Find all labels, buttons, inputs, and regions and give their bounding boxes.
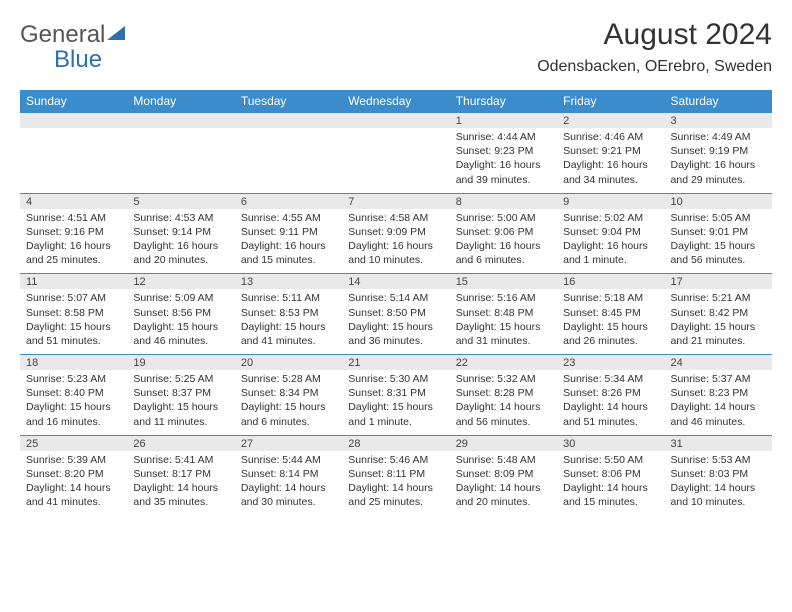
info-row: Sunrise: 5:39 AMSunset: 8:20 PMDaylight:…	[20, 451, 772, 516]
date-cell	[342, 113, 449, 128]
date-cell: 25	[20, 435, 127, 451]
date-cell: 1	[450, 113, 557, 128]
info-cell: Sunrise: 4:49 AMSunset: 9:19 PMDaylight:…	[665, 128, 772, 193]
date-cell: 15	[450, 274, 557, 290]
date-cell: 20	[235, 355, 342, 371]
date-cell: 19	[127, 355, 234, 371]
date-cell: 5	[127, 193, 234, 209]
info-cell	[235, 128, 342, 193]
brand-logo: GeneralBlue	[20, 18, 125, 72]
info-cell: Sunrise: 5:32 AMSunset: 8:28 PMDaylight:…	[450, 370, 557, 435]
brand-part1: General	[20, 21, 105, 48]
info-cell: Sunrise: 5:25 AMSunset: 8:37 PMDaylight:…	[127, 370, 234, 435]
calendar-table: Sunday Monday Tuesday Wednesday Thursday…	[20, 90, 772, 515]
date-cell: 26	[127, 435, 234, 451]
date-cell: 21	[342, 355, 449, 371]
info-cell: Sunrise: 4:46 AMSunset: 9:21 PMDaylight:…	[557, 128, 664, 193]
date-cell	[20, 113, 127, 128]
info-cell: Sunrise: 5:34 AMSunset: 8:26 PMDaylight:…	[557, 370, 664, 435]
info-cell: Sunrise: 5:48 AMSunset: 8:09 PMDaylight:…	[450, 451, 557, 516]
info-cell: Sunrise: 5:39 AMSunset: 8:20 PMDaylight:…	[20, 451, 127, 516]
date-cell	[127, 113, 234, 128]
info-cell: Sunrise: 5:18 AMSunset: 8:45 PMDaylight:…	[557, 289, 664, 354]
info-cell: Sunrise: 5:02 AMSunset: 9:04 PMDaylight:…	[557, 209, 664, 274]
info-cell: Sunrise: 5:53 AMSunset: 8:03 PMDaylight:…	[665, 451, 772, 516]
info-cell: Sunrise: 5:46 AMSunset: 8:11 PMDaylight:…	[342, 451, 449, 516]
date-row: 123	[20, 113, 772, 128]
info-row: Sunrise: 5:23 AMSunset: 8:40 PMDaylight:…	[20, 370, 772, 435]
info-cell: Sunrise: 4:55 AMSunset: 9:11 PMDaylight:…	[235, 209, 342, 274]
date-cell: 12	[127, 274, 234, 290]
date-cell: 3	[665, 113, 772, 128]
date-cell: 11	[20, 274, 127, 290]
triangle-icon	[107, 26, 125, 40]
date-cell: 7	[342, 193, 449, 209]
header: GeneralBlue August 2024 Odensbacken, OEr…	[20, 18, 772, 76]
day-header: Wednesday	[342, 90, 449, 113]
day-header: Tuesday	[235, 90, 342, 113]
date-cell: 31	[665, 435, 772, 451]
date-cell: 24	[665, 355, 772, 371]
info-cell: Sunrise: 5:05 AMSunset: 9:01 PMDaylight:…	[665, 209, 772, 274]
date-cell: 13	[235, 274, 342, 290]
info-cell: Sunrise: 5:44 AMSunset: 8:14 PMDaylight:…	[235, 451, 342, 516]
day-header: Saturday	[665, 90, 772, 113]
month-year: August 2024	[537, 18, 772, 52]
date-cell	[235, 113, 342, 128]
info-cell: Sunrise: 5:11 AMSunset: 8:53 PMDaylight:…	[235, 289, 342, 354]
info-row: Sunrise: 5:07 AMSunset: 8:58 PMDaylight:…	[20, 289, 772, 354]
info-cell: Sunrise: 4:51 AMSunset: 9:16 PMDaylight:…	[20, 209, 127, 274]
title-block: August 2024 Odensbacken, OErebro, Sweden	[537, 18, 772, 76]
info-row: Sunrise: 4:44 AMSunset: 9:23 PMDaylight:…	[20, 128, 772, 193]
info-cell: Sunrise: 4:44 AMSunset: 9:23 PMDaylight:…	[450, 128, 557, 193]
info-cell	[127, 128, 234, 193]
info-cell: Sunrise: 5:14 AMSunset: 8:50 PMDaylight:…	[342, 289, 449, 354]
date-row: 11121314151617	[20, 274, 772, 290]
info-cell: Sunrise: 5:23 AMSunset: 8:40 PMDaylight:…	[20, 370, 127, 435]
info-cell: Sunrise: 5:28 AMSunset: 8:34 PMDaylight:…	[235, 370, 342, 435]
date-cell: 18	[20, 355, 127, 371]
info-cell: Sunrise: 5:41 AMSunset: 8:17 PMDaylight:…	[127, 451, 234, 516]
date-cell: 4	[20, 193, 127, 209]
date-cell: 17	[665, 274, 772, 290]
date-row: 25262728293031	[20, 435, 772, 451]
info-cell: Sunrise: 5:09 AMSunset: 8:56 PMDaylight:…	[127, 289, 234, 354]
info-cell: Sunrise: 5:16 AMSunset: 8:48 PMDaylight:…	[450, 289, 557, 354]
day-header: Sunday	[20, 90, 127, 113]
date-cell: 2	[557, 113, 664, 128]
brand-part2: Blue	[20, 46, 102, 73]
date-cell: 29	[450, 435, 557, 451]
day-header-row: Sunday Monday Tuesday Wednesday Thursday…	[20, 90, 772, 113]
date-cell: 10	[665, 193, 772, 209]
info-cell	[20, 128, 127, 193]
date-cell: 6	[235, 193, 342, 209]
info-cell: Sunrise: 5:30 AMSunset: 8:31 PMDaylight:…	[342, 370, 449, 435]
date-row: 45678910	[20, 193, 772, 209]
date-cell: 30	[557, 435, 664, 451]
date-cell: 16	[557, 274, 664, 290]
date-row: 18192021222324	[20, 355, 772, 371]
day-header: Thursday	[450, 90, 557, 113]
date-cell: 27	[235, 435, 342, 451]
info-cell: Sunrise: 5:21 AMSunset: 8:42 PMDaylight:…	[665, 289, 772, 354]
date-cell: 9	[557, 193, 664, 209]
day-header: Friday	[557, 90, 664, 113]
day-header: Monday	[127, 90, 234, 113]
info-cell	[342, 128, 449, 193]
date-cell: 28	[342, 435, 449, 451]
date-cell: 14	[342, 274, 449, 290]
date-cell: 8	[450, 193, 557, 209]
info-cell: Sunrise: 5:50 AMSunset: 8:06 PMDaylight:…	[557, 451, 664, 516]
calendar-page: GeneralBlue August 2024 Odensbacken, OEr…	[0, 0, 792, 525]
info-cell: Sunrise: 5:07 AMSunset: 8:58 PMDaylight:…	[20, 289, 127, 354]
date-cell: 23	[557, 355, 664, 371]
calendar-body: 123Sunrise: 4:44 AMSunset: 9:23 PMDaylig…	[20, 113, 772, 515]
info-cell: Sunrise: 4:53 AMSunset: 9:14 PMDaylight:…	[127, 209, 234, 274]
info-cell: Sunrise: 5:37 AMSunset: 8:23 PMDaylight:…	[665, 370, 772, 435]
location: Odensbacken, OErebro, Sweden	[537, 58, 772, 76]
info-cell: Sunrise: 5:00 AMSunset: 9:06 PMDaylight:…	[450, 209, 557, 274]
date-cell: 22	[450, 355, 557, 371]
info-row: Sunrise: 4:51 AMSunset: 9:16 PMDaylight:…	[20, 209, 772, 274]
info-cell: Sunrise: 4:58 AMSunset: 9:09 PMDaylight:…	[342, 209, 449, 274]
